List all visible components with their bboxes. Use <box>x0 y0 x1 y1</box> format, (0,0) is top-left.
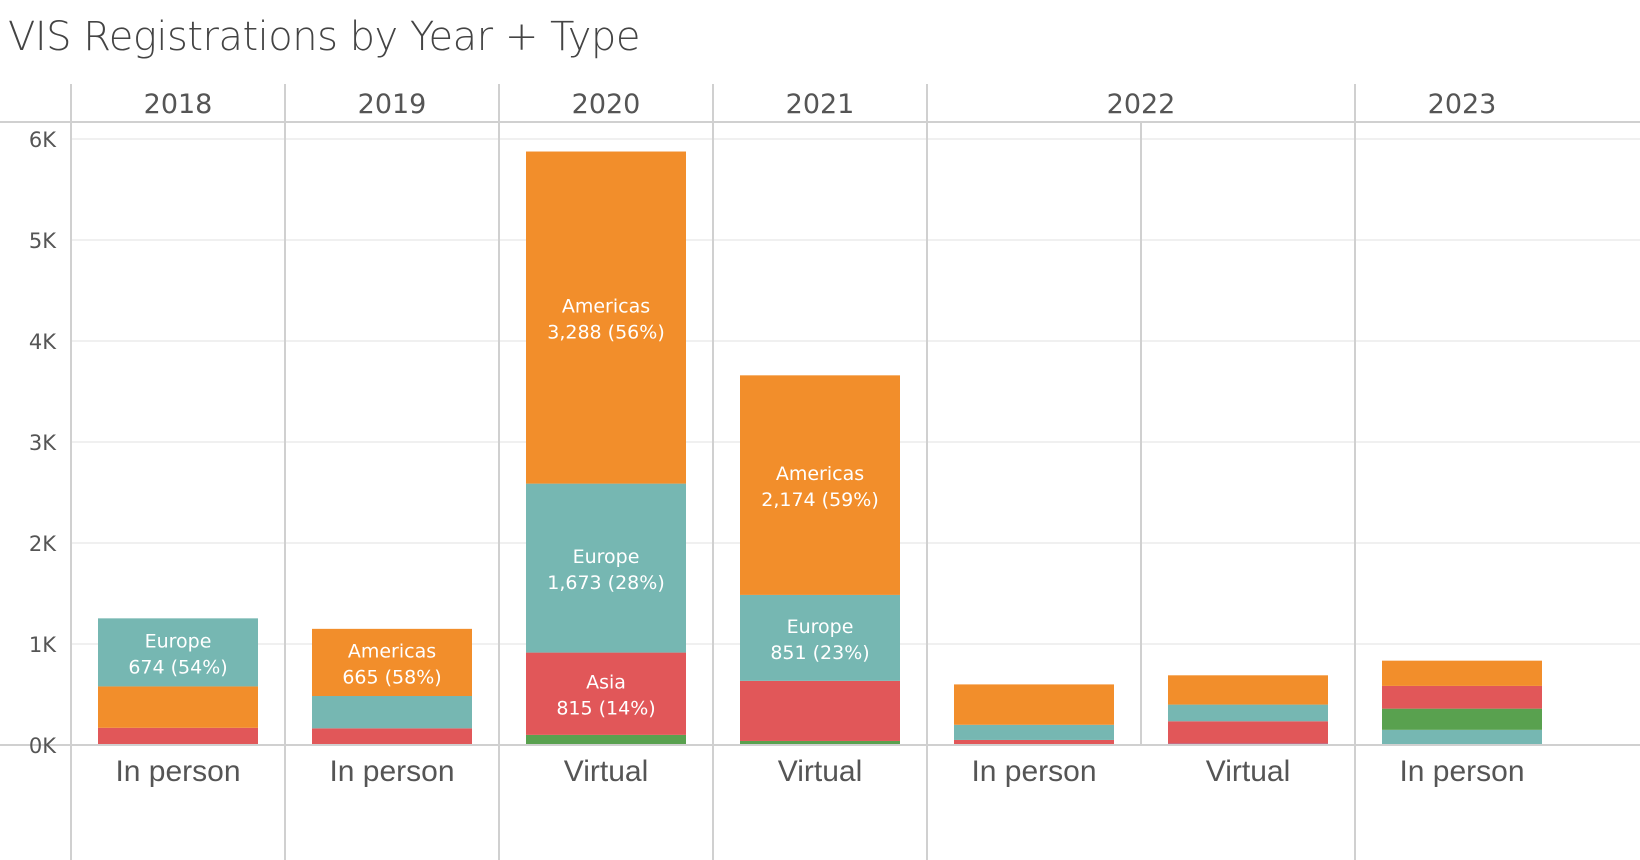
bar-segment-americas <box>98 686 258 728</box>
bar-segment-asia <box>98 727 258 744</box>
year-header-label: 2023 <box>1428 89 1497 120</box>
bar-segment-europe <box>740 594 900 681</box>
bar-segment-americas <box>954 684 1114 725</box>
year-header-label: 2022 <box>1107 89 1176 120</box>
y-tick-label: 0K <box>29 734 57 758</box>
bar-segment-europe <box>1382 729 1542 745</box>
y-tick-label: 5K <box>29 229 57 253</box>
data-label-value: 665 (58%) <box>342 666 441 688</box>
bar-segment-europe <box>954 724 1114 740</box>
y-tick-label: 1K <box>29 633 57 657</box>
data-label-value: 1,673 (28%) <box>547 572 665 594</box>
data-label-value: 815 (14%) <box>556 698 655 720</box>
bar-type-label: Virtual <box>564 755 649 788</box>
y-tick-label: 2K <box>29 532 57 556</box>
bar-segment-asia <box>740 680 900 741</box>
data-label-region: Americas <box>562 296 650 318</box>
data-label-value: 2,174 (59%) <box>761 489 879 511</box>
year-header-label: 2021 <box>786 89 855 120</box>
bar-segment-other <box>740 740 900 745</box>
bar-segment-americas <box>1168 675 1328 705</box>
data-label-region: Europe <box>787 616 854 638</box>
bar-segment-other <box>1382 708 1542 730</box>
data-label-region: Americas <box>776 463 864 485</box>
bar-type-label: In person <box>115 755 240 788</box>
year-header-label: 2018 <box>144 89 213 120</box>
bar-type-label: Virtual <box>778 755 863 788</box>
year-header-label: 2020 <box>572 89 641 120</box>
data-label-value: 674 (54%) <box>128 656 227 678</box>
data-label-value: 3,288 (56%) <box>547 322 665 344</box>
bar-segment-americas <box>526 151 686 484</box>
data-label-region: Asia <box>586 672 626 694</box>
bar-segment-americas <box>1382 660 1542 686</box>
bar-segment-other <box>526 734 686 745</box>
y-tick-label: 3K <box>29 431 57 455</box>
bar-type-label: In person <box>329 755 454 788</box>
bar-segment-americas <box>312 628 472 697</box>
bar-segment-asia <box>312 728 472 744</box>
bar-segment-europe <box>1168 704 1328 722</box>
panel-frame <box>0 84 1640 860</box>
y-tick-label: 6K <box>29 128 57 152</box>
chart-title: VIS Registrations by Year + Type <box>8 14 640 60</box>
bar-type-label: In person <box>1399 755 1524 788</box>
year-header-label: 2019 <box>358 89 427 120</box>
bar-segment-europe <box>312 696 472 729</box>
data-label-value: 851 (23%) <box>770 642 869 664</box>
y-tick-label: 4K <box>29 330 57 354</box>
data-label-region: Europe <box>573 546 640 568</box>
labels: 0K 1K 2K 3K 4K 5K 6K Europe 674 (54%) In person Am… <box>29 89 1525 788</box>
bar-type-label: Virtual <box>1206 755 1291 788</box>
bar-type-label: In person <box>971 755 1096 788</box>
bar-segment-asia <box>954 739 1114 745</box>
bar-segment-europe <box>526 483 686 653</box>
bar-segment-asia <box>1382 685 1542 709</box>
bar-segment-europe <box>98 618 258 687</box>
data-label-region: Europe <box>145 630 212 652</box>
bar-segment-asia <box>1168 721 1328 744</box>
data-label-region: Americas <box>348 640 436 662</box>
bar-segment-asia <box>526 652 686 735</box>
bars <box>98 151 1542 745</box>
bar-segment-americas <box>740 375 900 595</box>
